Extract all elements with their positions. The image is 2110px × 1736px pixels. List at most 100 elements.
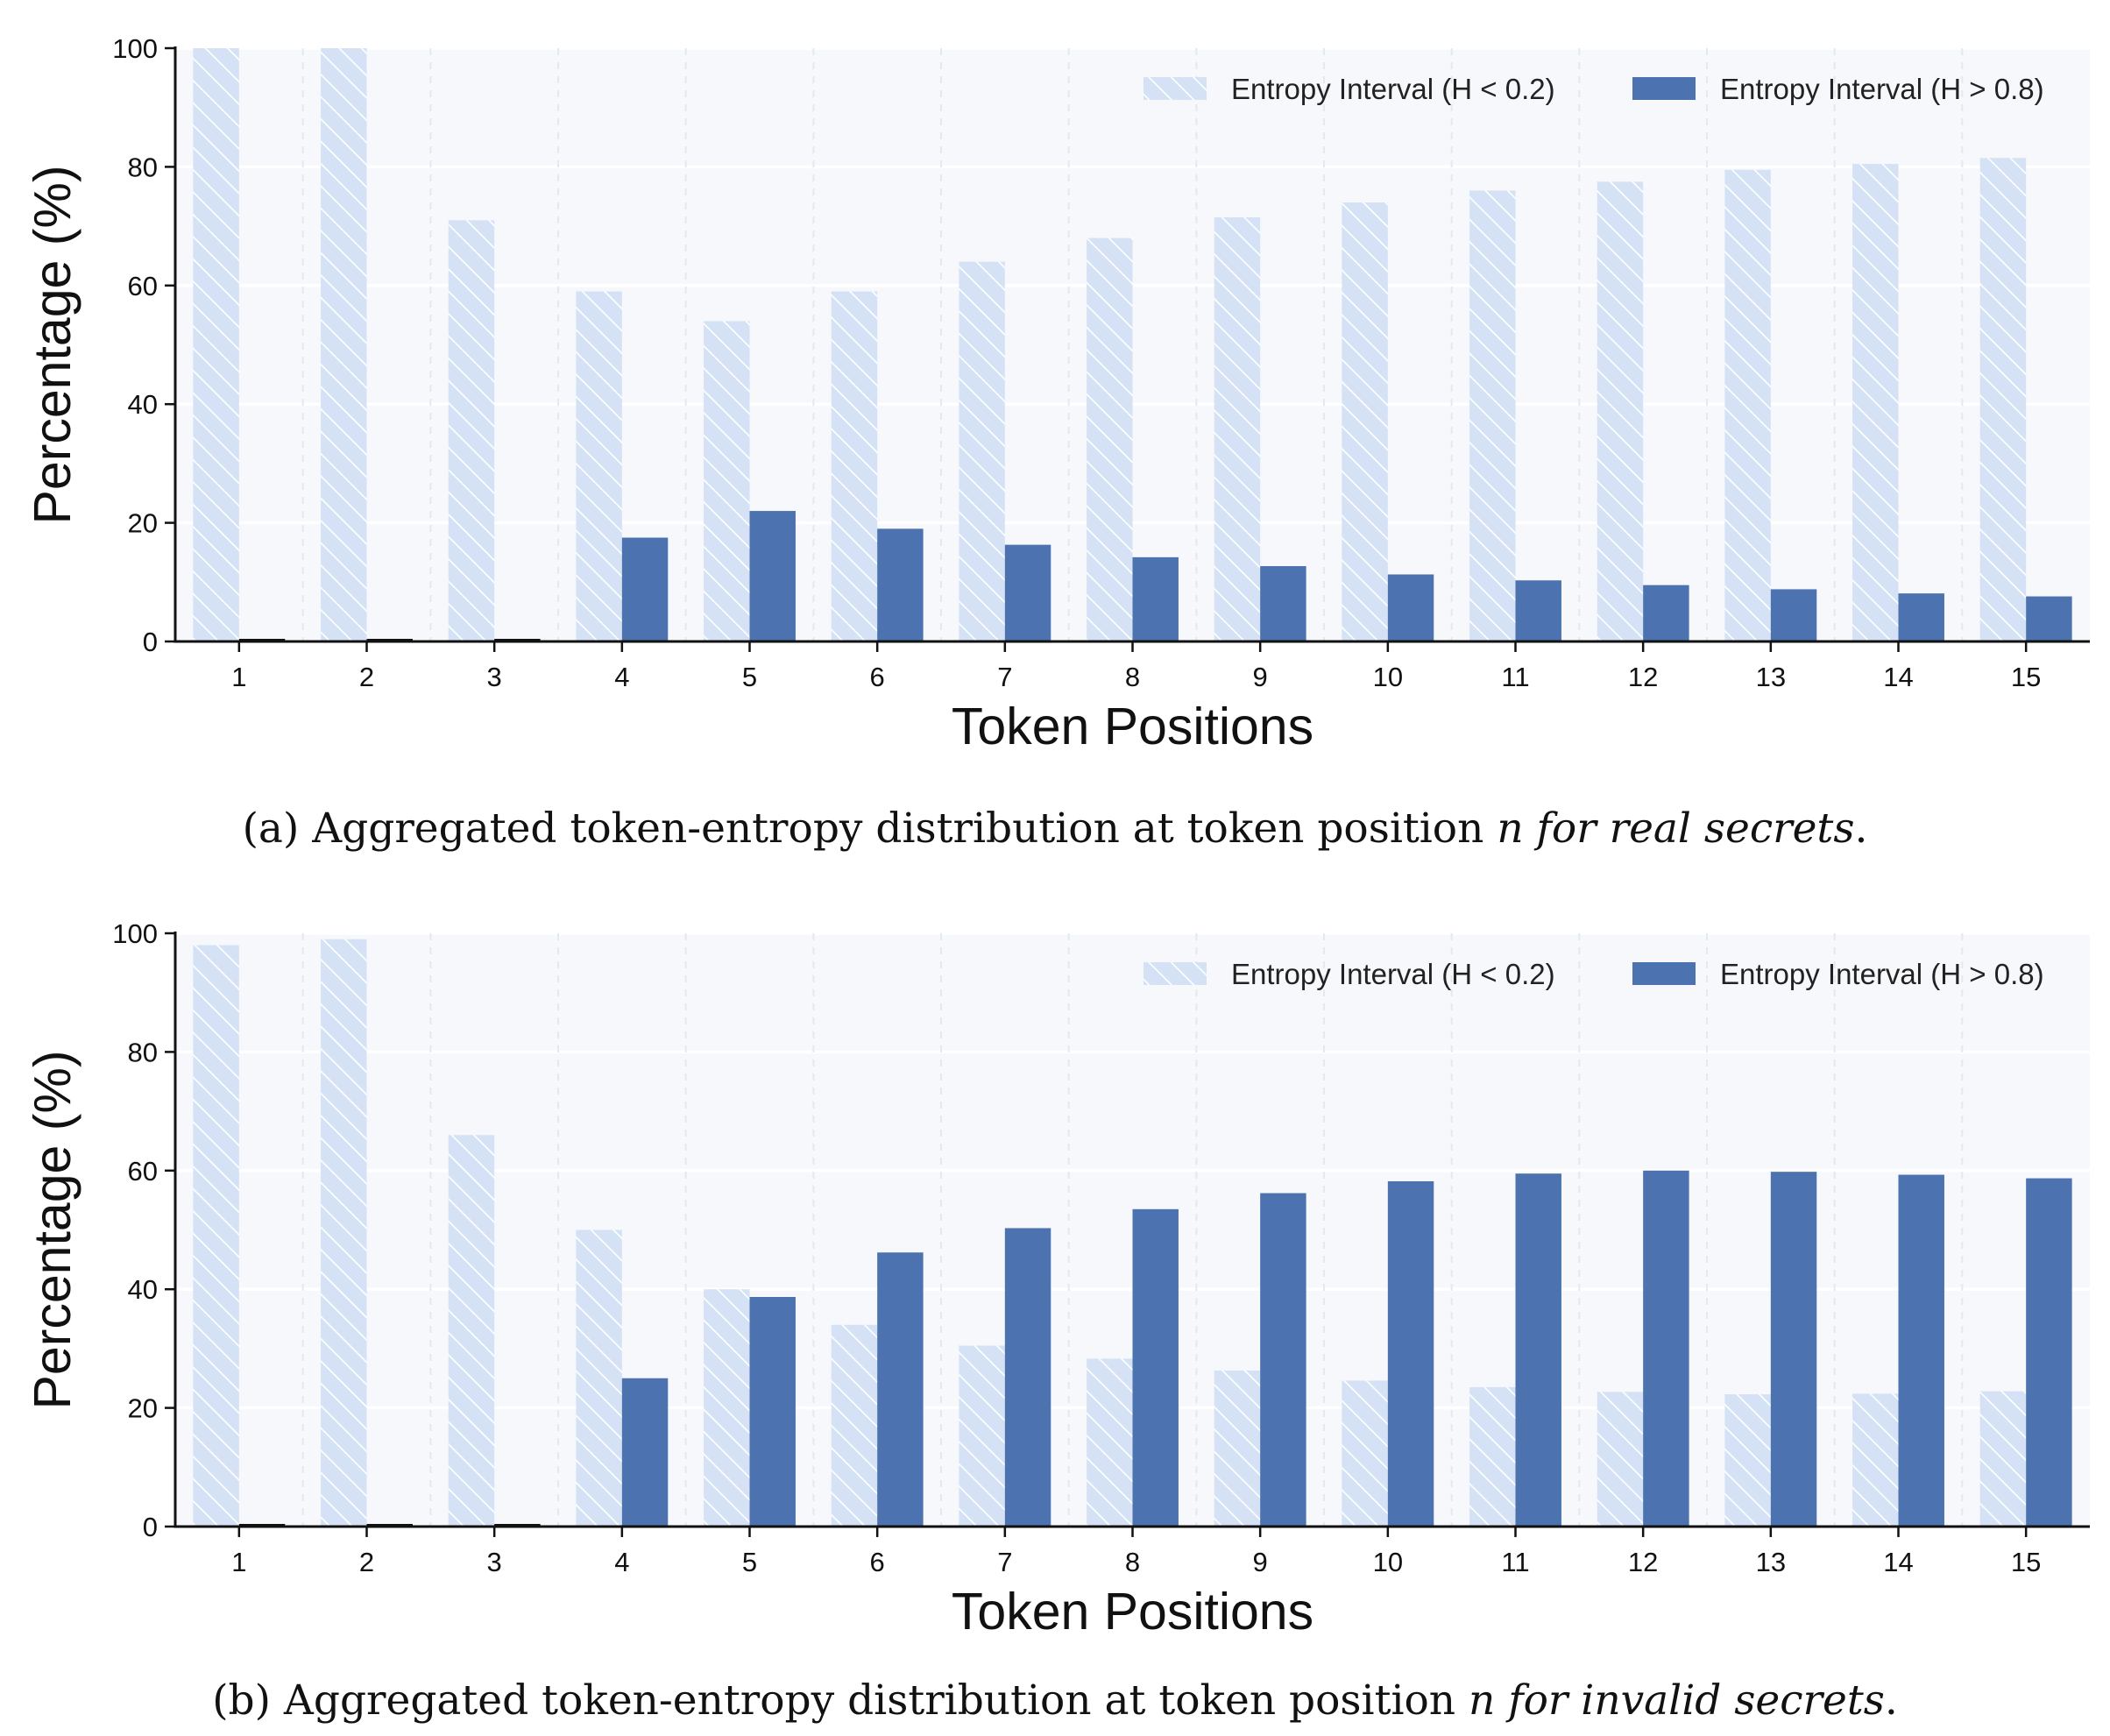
x-tick-label: 3: [487, 1547, 502, 1577]
bar-low-entropy: [321, 48, 367, 641]
bar-high-entropy: [1132, 1208, 1179, 1527]
x-tick-label: 10: [1373, 662, 1403, 692]
caption-invalid-secrets: (b) Aggregated token-entropy distributio…: [0, 1676, 2110, 1725]
x-tick-label: 1: [231, 1547, 246, 1577]
bar-high-entropy: [621, 537, 669, 641]
bar-high-entropy: [1132, 556, 1179, 641]
bar-low-entropy: [704, 1289, 750, 1527]
x-tick-label: 4: [614, 1547, 629, 1577]
y-axis-title: Percentage (%): [24, 166, 81, 525]
x-axis-title: Token Positions: [952, 1583, 1313, 1640]
caption-italic: n for invalid secrets: [1469, 1676, 1885, 1725]
bar-high-entropy: [1515, 1173, 1561, 1527]
y-tick-label: 80: [128, 1037, 158, 1067]
bar-high-entropy: [877, 1252, 924, 1527]
bar-high-entropy: [1770, 589, 1817, 641]
bar-high-entropy: [2026, 596, 2072, 641]
x-tick-label: 4: [614, 662, 629, 692]
bar-high-entropy: [1643, 1170, 1689, 1527]
x-tick-label: 14: [1883, 662, 1913, 692]
bar-low-entropy: [1979, 1391, 2027, 1527]
bar-low-entropy: [704, 321, 750, 641]
legend-swatch-low: [1144, 962, 1207, 985]
x-tick-label: 12: [1628, 1547, 1658, 1577]
bar-low-entropy: [1597, 1392, 1644, 1527]
x-axis-title: Token Positions: [952, 698, 1313, 755]
caption-prefix: (b) Aggregated token-entropy distributio…: [212, 1676, 1469, 1725]
y-tick-label: 0: [143, 1512, 158, 1542]
bar-low-entropy: [576, 291, 622, 641]
bar-high-entropy: [1260, 566, 1306, 641]
x-tick-label: 12: [1628, 662, 1658, 692]
y-tick-label: 20: [128, 1393, 158, 1424]
legend-label-high: Entropy Interval (H > 0.8): [1720, 73, 2044, 105]
bar-low-entropy: [1597, 181, 1644, 641]
y-tick-label: 40: [128, 389, 158, 420]
bar-high-entropy: [1004, 1228, 1051, 1527]
x-tick-label: 11: [1501, 662, 1529, 692]
bar-low-entropy: [193, 945, 239, 1527]
bar-high-entropy: [2026, 1178, 2072, 1527]
bar-high-entropy: [1004, 544, 1051, 641]
x-tick-label: 7: [997, 662, 1012, 692]
x-tick-label: 8: [1125, 662, 1140, 692]
x-tick-label: 8: [1125, 1547, 1140, 1577]
y-tick-label: 80: [128, 152, 158, 182]
bar-high-entropy: [621, 1378, 669, 1527]
bar-low-entropy: [1852, 1393, 1899, 1527]
bar-low-entropy: [831, 291, 878, 641]
bar-low-entropy: [1469, 190, 1516, 642]
y-tick-label: 0: [143, 627, 158, 657]
x-tick-label: 15: [2011, 1547, 2041, 1577]
bar-low-entropy: [1214, 1370, 1261, 1527]
x-tick-label: 13: [1756, 1547, 1786, 1577]
x-tick-label: 14: [1883, 1547, 1913, 1577]
y-tick-label: 100: [112, 33, 158, 64]
bar-high-entropy: [1515, 580, 1561, 641]
bar-low-entropy: [1724, 1394, 1771, 1527]
bar-high-entropy: [1387, 1180, 1434, 1527]
x-tick-label: 11: [1501, 1547, 1529, 1577]
legend-label-low: Entropy Interval (H < 0.2): [1231, 958, 1555, 990]
bar-low-entropy: [1342, 202, 1388, 641]
bar-low-entropy: [1979, 158, 2027, 641]
y-tick-label: 100: [112, 918, 158, 949]
bar-low-entropy: [1724, 169, 1771, 641]
bar-low-entropy: [1469, 1386, 1516, 1527]
bar-low-entropy: [576, 1229, 622, 1527]
bar-low-entropy: [448, 1135, 495, 1527]
bar-low-entropy: [959, 261, 1005, 641]
bar-high-entropy: [1260, 1193, 1306, 1527]
caption-suffix: .: [1884, 1676, 1898, 1725]
bar-high-entropy: [1387, 574, 1434, 641]
y-tick-label: 60: [128, 271, 158, 301]
bar-high-entropy: [1643, 585, 1689, 641]
x-tick-label: 9: [1253, 1547, 1268, 1577]
bar-low-entropy: [448, 220, 495, 641]
x-tick-label: 6: [870, 1547, 885, 1577]
y-tick-label: 20: [128, 508, 158, 539]
bar-high-entropy: [749, 1297, 796, 1527]
legend-swatch-high: [1632, 77, 1696, 100]
legend-swatch-high: [1632, 962, 1696, 985]
caption-italic: n for real secrets: [1497, 804, 1855, 853]
y-tick-label: 60: [128, 1156, 158, 1187]
bar-low-entropy: [959, 1345, 1005, 1527]
bar-low-entropy: [1852, 164, 1899, 641]
bar-high-entropy: [1770, 1172, 1817, 1527]
caption-real-secrets: (a) Aggregated token-entropy distributio…: [0, 804, 2110, 853]
x-tick-label: 7: [997, 1547, 1012, 1577]
bar-low-entropy: [1087, 1358, 1133, 1527]
x-tick-label: 10: [1373, 1547, 1403, 1577]
y-axis-title: Percentage (%): [24, 1051, 81, 1410]
x-tick-label: 3: [487, 662, 502, 692]
x-tick-label: 1: [231, 662, 246, 692]
bar-low-entropy: [1087, 237, 1133, 641]
caption-prefix: (a) Aggregated token-entropy distributio…: [242, 804, 1498, 853]
legend-label-low: Entropy Interval (H < 0.2): [1231, 73, 1555, 105]
x-tick-label: 2: [359, 662, 374, 692]
x-tick-label: 5: [742, 662, 757, 692]
legend-label-high: Entropy Interval (H > 0.8): [1720, 958, 2044, 990]
